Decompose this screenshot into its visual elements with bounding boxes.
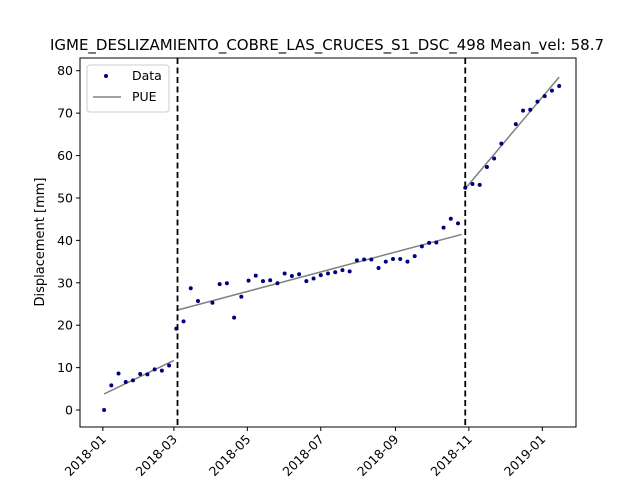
- data-point-48: [448, 216, 453, 221]
- y-tick-label: 30: [57, 275, 73, 290]
- legend: Data PUE: [86, 64, 170, 113]
- data-point-18: [232, 315, 237, 320]
- y-tick-label: 40: [57, 233, 73, 248]
- data-point-58: [528, 107, 533, 112]
- data-point-40: [391, 257, 396, 262]
- data-point-46: [434, 240, 439, 245]
- axes-frame: [79, 57, 577, 428]
- data-point-61: [549, 88, 554, 93]
- data-point-49: [456, 221, 461, 226]
- data-point-17: [224, 281, 229, 286]
- data-point-7: [145, 372, 150, 377]
- data-point-37: [369, 257, 374, 262]
- data-point-1: [102, 408, 107, 413]
- data-point-25: [282, 271, 287, 276]
- data-point-28: [304, 279, 309, 284]
- data-point-39: [383, 259, 388, 264]
- data-point-6: [138, 371, 143, 376]
- data-point-45: [427, 240, 432, 245]
- data-point-42: [405, 259, 410, 264]
- data-point-27: [297, 272, 302, 277]
- pue-segment-1: [103, 359, 175, 395]
- data-point-5: [130, 378, 135, 383]
- data-point-13: [188, 286, 193, 291]
- data-point-31: [326, 271, 330, 276]
- data-point-14: [195, 299, 200, 304]
- data-point-2: [109, 383, 114, 388]
- data-point-56: [513, 122, 518, 127]
- data-point-15: [210, 300, 215, 305]
- legend-pue-label: PUE: [132, 89, 157, 104]
- data-point-50: [463, 185, 468, 190]
- breakpoint-lines: [176, 58, 467, 427]
- data-point-19: [239, 294, 244, 299]
- data-point-35: [354, 258, 359, 263]
- data-point-23: [268, 278, 273, 283]
- y-axis: 0 10 20 30 40 50 60 70 80: [57, 63, 80, 418]
- data-point-34: [347, 269, 352, 274]
- data-point-62: [557, 83, 562, 88]
- data-point-30: [318, 273, 323, 278]
- y-tick-label: 10: [57, 360, 73, 375]
- data-point-36: [362, 257, 367, 262]
- y-tick-label: 60: [57, 148, 73, 163]
- data-point-8: [152, 367, 157, 372]
- data-point-22: [260, 279, 265, 284]
- data-point-51: [470, 181, 475, 186]
- data-point-20: [246, 278, 251, 283]
- data-point-32: [333, 270, 338, 275]
- data-point-54: [492, 156, 497, 161]
- y-tick-label: 50: [57, 190, 73, 205]
- data-point-43: [412, 254, 417, 259]
- data-point-24: [275, 281, 280, 286]
- data-point-29: [311, 276, 316, 281]
- data-series: [102, 83, 562, 413]
- y-tick-label: 70: [57, 106, 73, 121]
- data-point-9: [159, 368, 164, 373]
- data-point-59: [535, 99, 540, 104]
- data-point-26: [289, 274, 294, 279]
- data-point-55: [499, 141, 504, 146]
- data-point-3: [116, 371, 121, 376]
- y-tick-label: 0: [65, 403, 73, 418]
- chart-title: IGME_DESLIZAMIENTO_COBRE_LAS_CRUCES_S1_D…: [50, 36, 604, 55]
- data-point-16: [217, 282, 222, 287]
- plot-area: [102, 58, 562, 427]
- data-point-4: [123, 380, 128, 385]
- y-axis-title: Displacement [mm]: [33, 178, 48, 307]
- data-point-12: [181, 319, 186, 324]
- data-point-52: [477, 182, 482, 187]
- data-point-41: [398, 257, 403, 262]
- data-point-44: [419, 244, 424, 249]
- data-point-33: [340, 268, 345, 273]
- pue-segment-2: [176, 233, 462, 312]
- y-tick-label: 20: [57, 318, 73, 333]
- legend-data-marker: [104, 74, 108, 78]
- data-point-47: [441, 225, 446, 230]
- data-point-60: [542, 94, 547, 99]
- data-point-10: [167, 363, 172, 368]
- data-point-21: [253, 273, 258, 278]
- data-point-57: [521, 108, 526, 113]
- legend-data-label: Data: [132, 68, 162, 83]
- y-tick-label: 80: [57, 63, 73, 78]
- data-point-38: [376, 265, 381, 270]
- data-point-53: [484, 165, 489, 170]
